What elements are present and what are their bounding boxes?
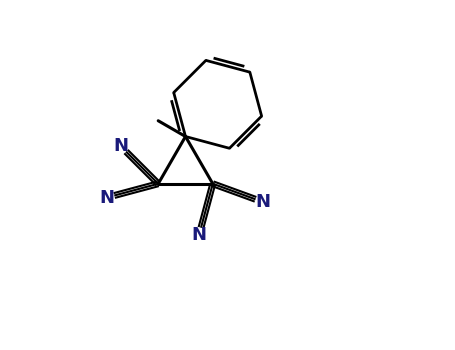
Text: N: N bbox=[113, 137, 128, 155]
Text: N: N bbox=[99, 189, 114, 206]
Text: N: N bbox=[192, 226, 207, 244]
Text: N: N bbox=[255, 193, 270, 211]
